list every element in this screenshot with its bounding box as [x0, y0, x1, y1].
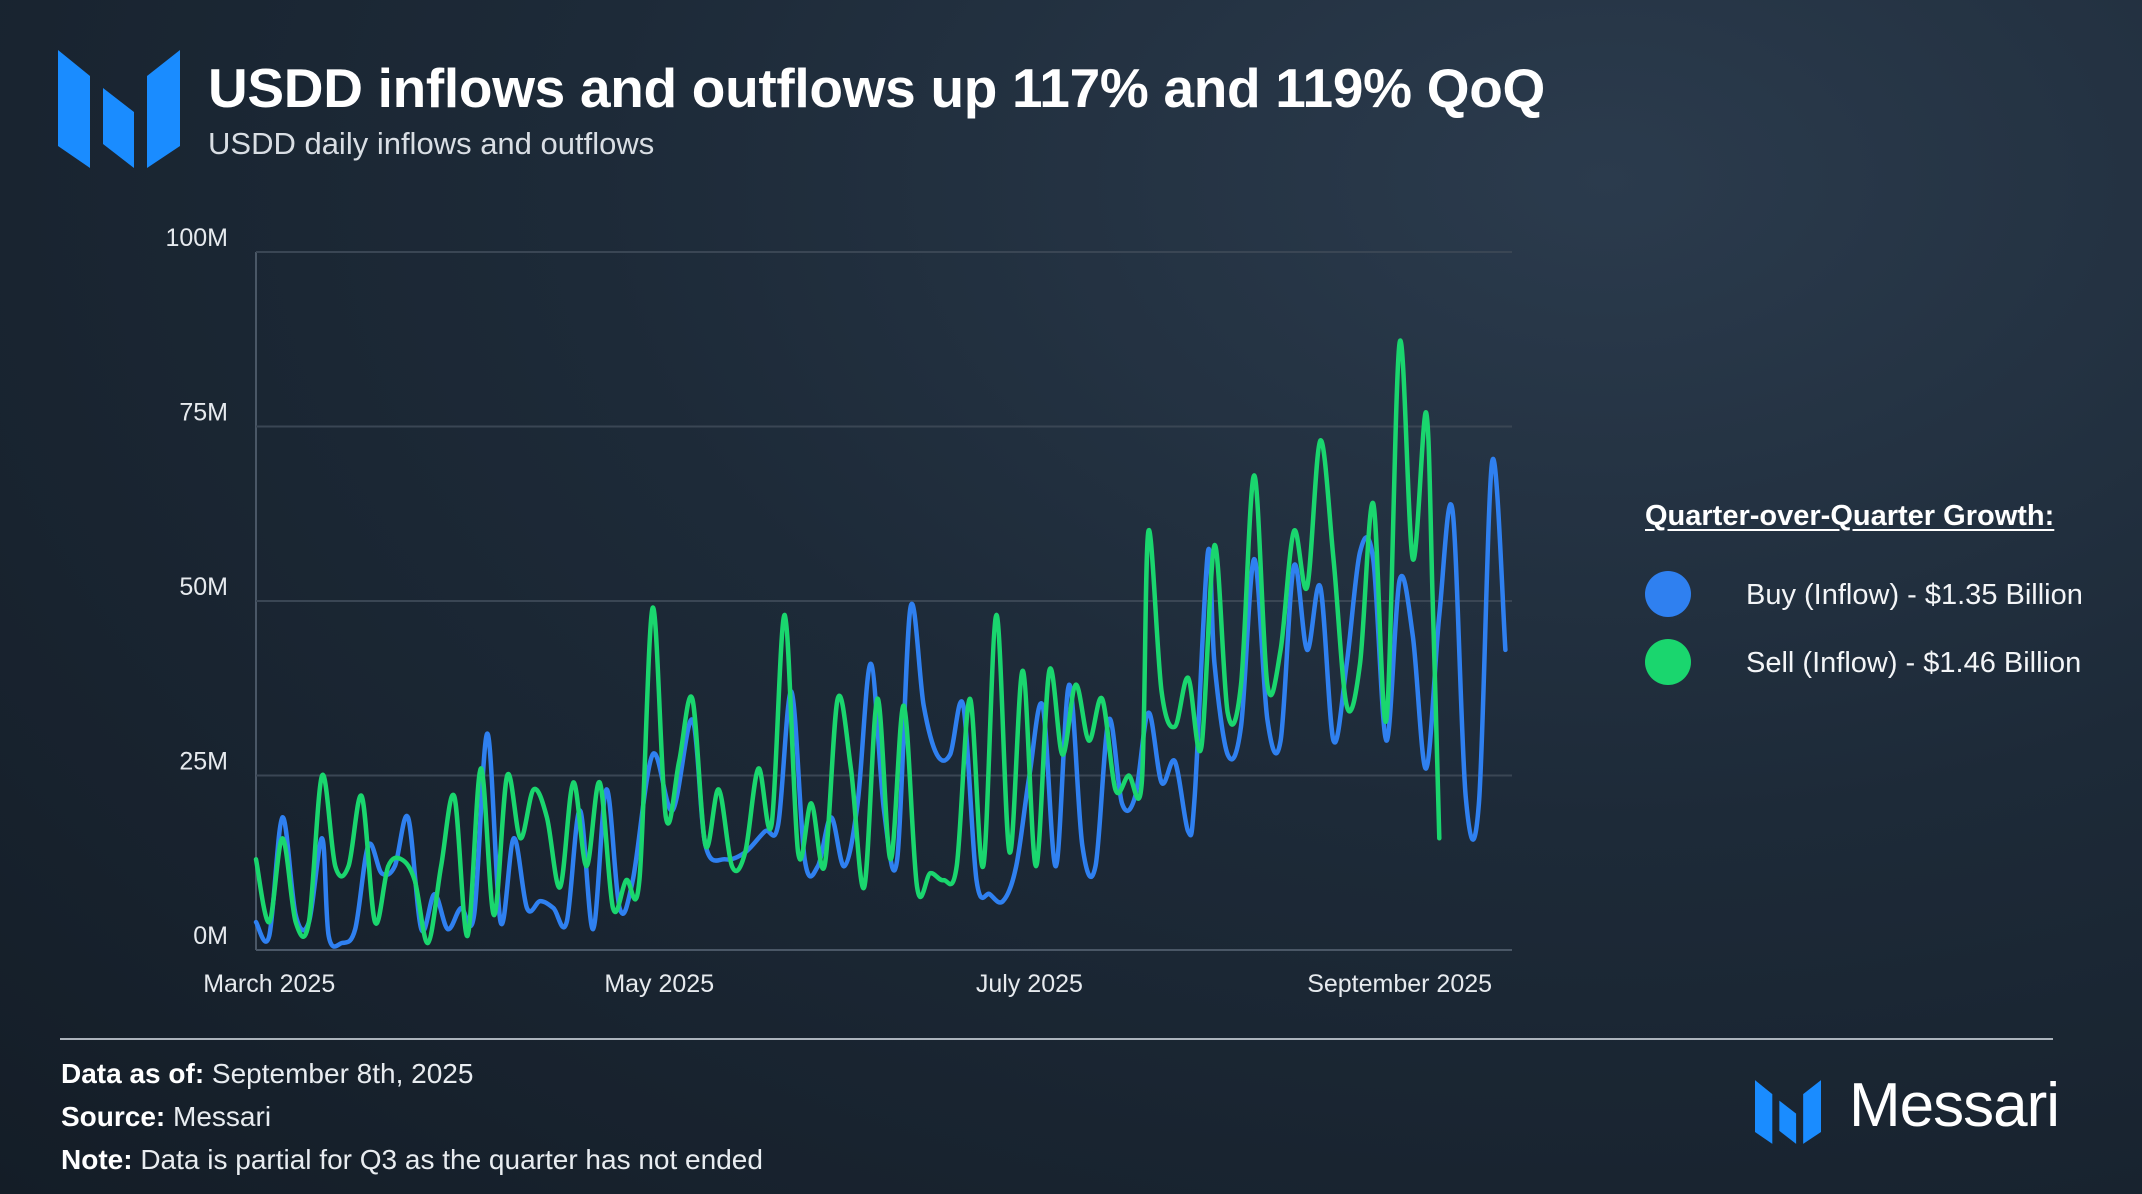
brand-name: Messari: [1849, 1071, 2060, 1140]
footer-divider: [60, 1038, 2053, 1040]
legend-title: Quarter-over-Quarter Growth:: [1645, 500, 2055, 532]
legend-item-sell: Sell (Inflow) - $1.46 Billion: [1645, 639, 2081, 707]
y-tick-label: 50M: [179, 573, 228, 601]
y-tick-label: 75M: [179, 399, 228, 427]
x-tick-label: July 2025: [976, 970, 1083, 998]
page-title: USDD inflows and outflows up 117% and 11…: [208, 57, 1545, 119]
legend-label-buy: Buy (Inflow) - $1.35 Billion: [1746, 579, 2083, 611]
footer-data-as-of: Data as of: September 8th, 2025: [61, 1058, 474, 1089]
messari-brand-icon: [1755, 1080, 1821, 1144]
legend-label-sell: Sell (Inflow) - $1.46 Billion: [1746, 647, 2082, 679]
y-tick-label: 0M: [193, 922, 228, 950]
x-tick-label: March 2025: [203, 970, 335, 998]
legend-item-buy: Buy (Inflow) - $1.35 Billion: [1645, 571, 2083, 639]
series-line-sell: [253, 338, 1442, 946]
legend-dot-buy-icon: [1645, 571, 1691, 617]
messari-logo-icon: [58, 50, 180, 168]
x-tick-label: September 2025: [1307, 970, 1492, 998]
legend: Quarter-over-Quarter Growth: Buy (Inflow…: [1645, 500, 2083, 707]
y-tick-label: 25M: [179, 748, 228, 776]
footer-note: Note: Data is partial for Q3 as the quar…: [61, 1144, 763, 1175]
footer-notes: Data as of: September 8th, 2025 Source: …: [61, 1052, 763, 1181]
footer-source: Source: Messari: [61, 1101, 272, 1132]
legend-dot-sell-icon: [1645, 639, 1691, 685]
page-subtitle: USDD daily inflows and outflows: [208, 126, 655, 161]
x-tick-label: May 2025: [604, 970, 714, 998]
series-line-buy: [253, 456, 1508, 949]
y-tick-label: 100M: [165, 224, 228, 252]
